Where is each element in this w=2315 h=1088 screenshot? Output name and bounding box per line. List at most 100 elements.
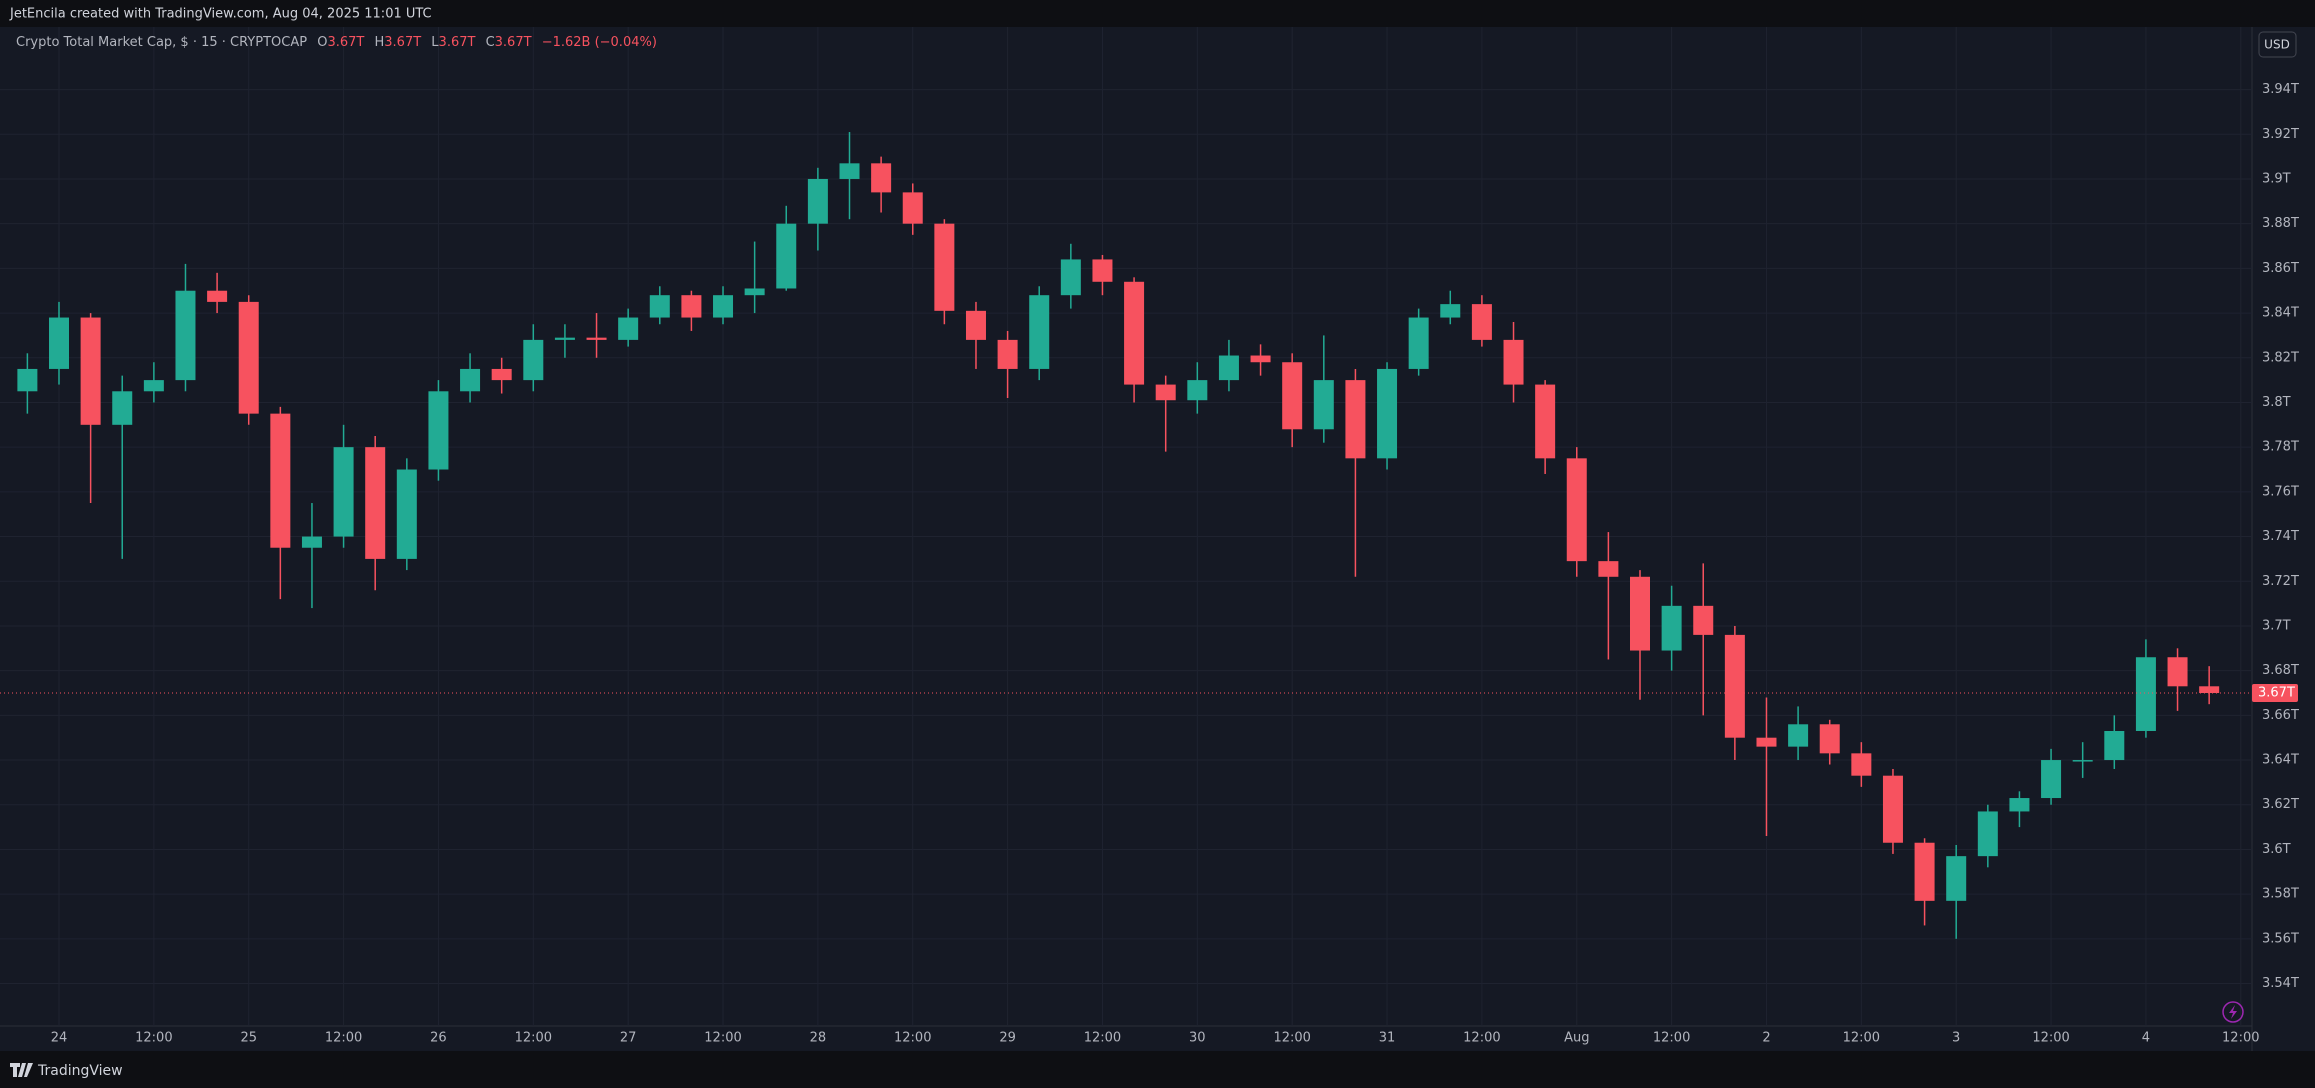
grid — [0, 27, 2252, 1026]
candle-body — [460, 368, 481, 392]
candle-body — [1408, 317, 1429, 369]
candle-body — [1977, 811, 1998, 857]
x-tick-label: 24 — [51, 1031, 68, 1046]
candle-body — [744, 288, 765, 296]
x-tick-label: 12:00 — [325, 1031, 362, 1046]
axes: 3.54T 3.56T 3.58T 3.6T 3.62T 3.64T 3.66T 3.68T 3… — [0, 82, 2299, 1046]
candle-body — [270, 413, 291, 548]
y-tick-label: 3.76T — [2262, 484, 2299, 499]
x-tick-label: 31 — [1379, 1031, 1396, 1046]
candle-body — [1756, 737, 1777, 747]
candle-body — [1630, 576, 1650, 651]
candle-body — [902, 192, 923, 224]
candle-body — [1313, 380, 1334, 430]
y-tick-label: 3.74T — [2262, 529, 2299, 544]
candle-body — [586, 337, 607, 340]
x-tick-label: 12:00 — [515, 1031, 552, 1046]
y-tick-label: 3.78T — [2262, 440, 2299, 455]
x-tick-label: 25 — [240, 1031, 257, 1046]
candle-body — [1598, 561, 1619, 577]
x-tick-label: 30 — [1189, 1031, 1206, 1046]
x-tick-label: 12:00 — [1273, 1031, 1310, 1046]
candle-body — [1661, 605, 1682, 651]
candle-body — [839, 163, 860, 179]
candle-body — [965, 310, 986, 340]
candle-body — [1535, 384, 1556, 459]
close-label: C — [486, 35, 495, 50]
candle-body — [871, 163, 892, 193]
y-tick-label: 3.94T — [2262, 82, 2299, 97]
candle-body — [143, 380, 164, 392]
chart-pane — [0, 27, 2315, 1051]
candle-body — [1218, 355, 1239, 381]
y-tick-label: 3.9T — [2262, 171, 2291, 186]
y-tick-label: 3.84T — [2262, 306, 2299, 321]
candle-body — [1155, 384, 1176, 401]
candle-body — [238, 301, 259, 414]
y-tick-label: 3.64T — [2262, 753, 2299, 768]
credit: JetEncila created with TradingView.com, … — [9, 7, 432, 22]
high-label: H — [374, 35, 384, 50]
candle-body — [2041, 760, 2062, 799]
candle-body — [934, 223, 955, 311]
candle-body — [1029, 295, 1050, 369]
candle-body — [1060, 259, 1081, 296]
candle-body — [49, 317, 69, 369]
x-tick-label: 28 — [810, 1031, 827, 1046]
y-tick-label: 3.88T — [2262, 216, 2299, 231]
change: −1.62B (−0.04%) — [542, 35, 657, 50]
candle-body — [207, 290, 228, 302]
symbol: Crypto Total Market Cap, $ · 15 · CRYPTO… — [16, 35, 307, 50]
candle-body — [1946, 856, 1967, 901]
candle-body — [649, 295, 670, 318]
candle-body — [2104, 730, 2125, 761]
x-tick-label: 12:00 — [704, 1031, 741, 1046]
y-tick-label: 3.54T — [2262, 976, 2299, 991]
candle-body — [1693, 605, 1714, 635]
x-tick-label: 3 — [1952, 1031, 1960, 1046]
x-tick-label: 12:00 — [2032, 1031, 2069, 1046]
y-tick-label: 3.92T — [2262, 127, 2299, 142]
candle-body — [1819, 724, 1840, 754]
candle-body — [1345, 380, 1366, 459]
lightning-icon[interactable] — [2222, 1001, 2244, 1023]
candle-body — [2135, 657, 2156, 731]
candles — [17, 132, 2220, 939]
candle-body — [1282, 362, 1303, 430]
candle-body — [2009, 798, 2030, 812]
candle-body — [1092, 259, 1113, 282]
x-tick-label: 12:00 — [1463, 1031, 1500, 1046]
candle-body — [428, 391, 449, 470]
x-tick-label: 12:00 — [135, 1031, 172, 1046]
candle-body — [2167, 657, 2188, 687]
candle-body — [1882, 775, 1903, 843]
legend: Crypto Total Market Cap, $ · 15 · CRYPTO… — [16, 35, 657, 50]
x-tick-label: 12:00 — [1843, 1031, 1880, 1046]
currency-button[interactable] — [2258, 31, 2297, 58]
y-tick-label: 3.56T — [2262, 931, 2299, 946]
candle-body — [1440, 304, 1461, 318]
candle-body — [523, 339, 544, 381]
candle-body — [807, 178, 828, 224]
candle-body — [301, 536, 322, 548]
candle-body — [1471, 304, 1492, 340]
candle-body — [80, 317, 101, 425]
candle-body — [2072, 760, 2093, 762]
open-label: O — [317, 35, 327, 50]
y-tick-label: 3.82T — [2262, 350, 2299, 365]
candle-body — [1187, 380, 1208, 401]
x-tick-label: 29 — [999, 1031, 1016, 1046]
candle-body — [333, 447, 354, 537]
currency[interactable]: USD — [2264, 38, 2290, 52]
y-tick-label: 3.86T — [2262, 261, 2299, 276]
y-tick-label: 3.66T — [2262, 708, 2299, 723]
low-label: L — [431, 35, 439, 50]
candle-body — [713, 295, 734, 318]
x-tick-label: 2 — [1762, 1031, 1770, 1046]
x-tick-label: 12:00 — [894, 1031, 931, 1046]
candle-body — [17, 368, 38, 392]
high-value: 3.67T — [384, 35, 421, 50]
candle-body — [112, 391, 133, 425]
candle-body — [175, 290, 196, 381]
